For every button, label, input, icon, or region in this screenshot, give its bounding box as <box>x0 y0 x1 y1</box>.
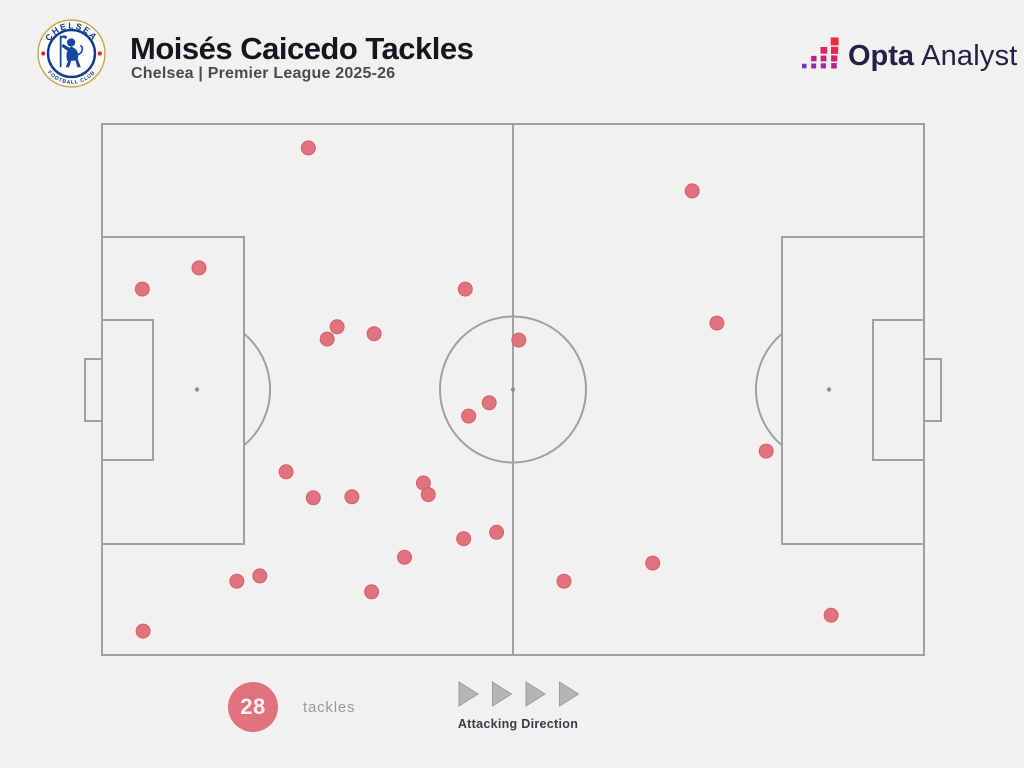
right-six-yard-box <box>872 319 925 461</box>
attacking-direction-arrows-icon <box>458 681 579 707</box>
opta-analyst-logo: Opta Analyst <box>802 37 1018 73</box>
center-spot <box>510 387 516 392</box>
tackle-dot <box>489 524 505 540</box>
left-penalty-arc <box>243 332 272 447</box>
left-six-yard-box <box>101 319 154 461</box>
tackle-dot <box>278 464 294 480</box>
tackle-dot <box>229 573 245 589</box>
right-penalty-area <box>781 236 925 545</box>
tackle-dot <box>344 489 360 505</box>
tackle-dot <box>252 568 268 584</box>
tackle-dot <box>420 487 436 503</box>
tackles-count-badge: 28 <box>228 682 278 732</box>
brand-name-light: Analyst <box>921 40 1018 72</box>
tackle-dot <box>397 549 412 565</box>
tackle-dot <box>364 584 380 600</box>
tackles-count-label: tackles <box>303 699 356 716</box>
tackle-dots-layer <box>134 140 839 639</box>
right-penalty-arc <box>754 332 783 447</box>
tackle-dot <box>457 281 473 297</box>
tackle-dot <box>329 319 345 335</box>
tackle-dot <box>684 183 700 199</box>
tackle-dot <box>709 315 725 331</box>
tackle-dot <box>823 607 839 623</box>
tackle-dot <box>511 332 527 348</box>
opta-logo-mark-icon <box>802 37 839 69</box>
tackle-dot <box>366 326 382 342</box>
tackle-dot <box>556 573 572 589</box>
brand-name-bold: Opta <box>848 40 915 72</box>
page-title: Moisés Caicedo Tackles <box>130 31 474 66</box>
tackle-dot <box>481 395 497 411</box>
tackle-dot <box>461 408 477 424</box>
tackle-dot <box>135 623 151 639</box>
page-subtitle: Chelsea | Premier League 2025-26 <box>131 65 396 82</box>
tackles-count: 28 <box>240 694 266 719</box>
tackle-dot <box>134 281 150 297</box>
tackle-dot <box>319 331 335 347</box>
tackle-dot <box>305 490 321 506</box>
left-penalty-area <box>101 236 245 545</box>
right-goal <box>923 358 942 422</box>
chelsea-badge-icon: CHELSEA FOOTBALL CLUB <box>37 19 106 88</box>
tackle-dot <box>300 140 316 156</box>
right-penalty-spot <box>826 387 832 392</box>
center-circle <box>439 315 587 464</box>
tackle-dot <box>191 260 207 276</box>
left-penalty-spot <box>194 387 200 392</box>
left-goal <box>84 358 103 422</box>
attacking-direction-label: Attacking Direction <box>457 717 579 731</box>
tackle-dot <box>456 531 472 547</box>
lion-icon <box>59 35 84 68</box>
tackle-dot <box>758 443 774 459</box>
tackle-dot <box>645 555 661 571</box>
